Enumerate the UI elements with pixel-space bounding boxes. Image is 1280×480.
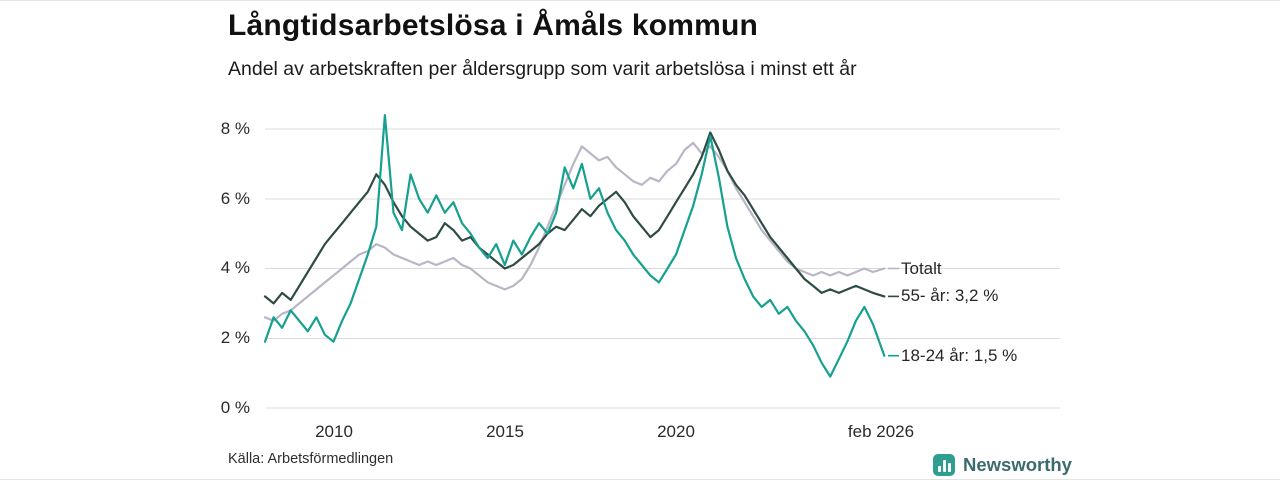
page-subtitle: Andel av arbetskraften per åldersgrupp s…: [228, 58, 857, 80]
x-tick-2020: 2020: [657, 422, 695, 441]
series-label-55-ar: 55- år: 3,2 %: [901, 286, 999, 306]
x-tick-2015: 2015: [486, 422, 524, 441]
x-tick-2010: 2010: [315, 422, 353, 441]
x-tick-feb-2026: feb 2026: [847, 422, 915, 441]
newsworthy-logo-text: Newsworthy: [963, 454, 1072, 475]
y-tick-2: 2 %: [220, 328, 250, 347]
series-label-18-24-ar: 18-24 år: 1,5 %: [901, 345, 1018, 365]
page-title: Långtidsarbetslösa i Åmåls kommun: [228, 9, 759, 42]
newsworthy-logo-icon: [933, 454, 955, 476]
y-tick-0: 0 %: [220, 398, 250, 417]
y-tick-4: 4 %: [220, 258, 250, 277]
newsworthy-logo[interactable]: Newsworthy: [933, 454, 1072, 476]
series-label-totalt: Totalt: [901, 258, 942, 278]
y-tick-6: 6 %: [220, 189, 250, 208]
line-chart: [263, 114, 1060, 409]
y-tick-8: 8 %: [220, 119, 250, 138]
source-attribution: Källa: Arbetsförmedlingen: [228, 451, 394, 467]
